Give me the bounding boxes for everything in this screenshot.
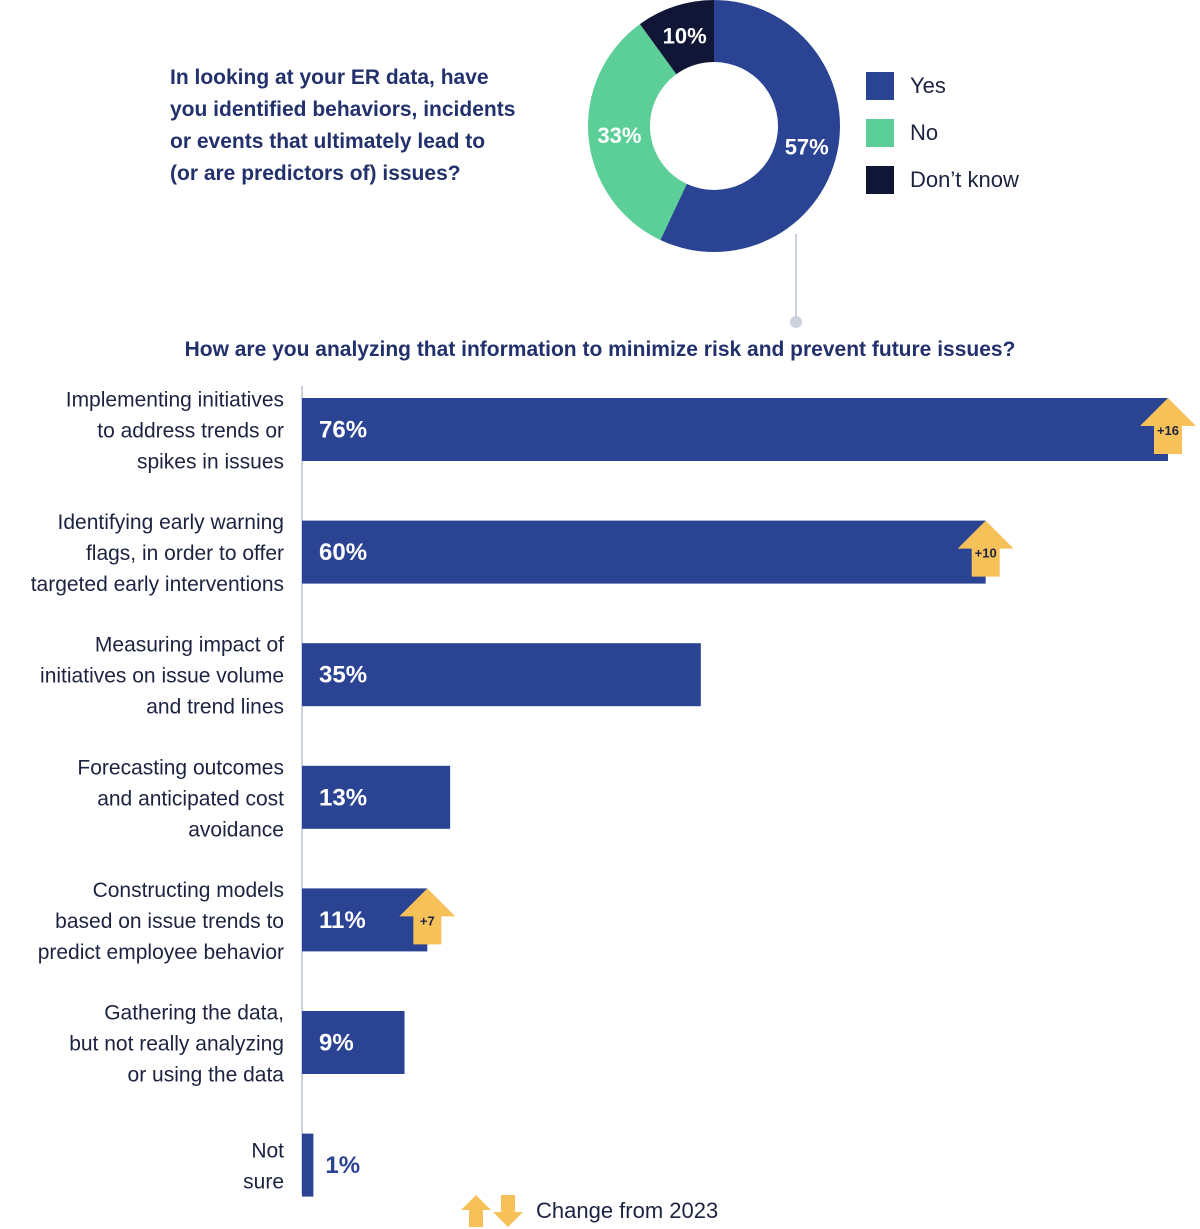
change-label-4: +7 [420, 913, 435, 928]
bar-value-label-0: 76% [319, 417, 367, 444]
bars-question: How are you analyzing that information t… [184, 338, 1016, 361]
legend-item-yes: Yes [866, 62, 1019, 109]
footer-legend: Change from 2023 [460, 1195, 718, 1227]
bar-value-label-3: 13% [319, 784, 367, 811]
donut-label-yes: 57% [785, 135, 829, 160]
donut-label-dont-know: 10% [663, 24, 707, 49]
change-label-0: +16 [1157, 423, 1179, 438]
bar-2 [302, 643, 701, 707]
connector-dot [790, 316, 802, 328]
legend-swatch-no [866, 118, 894, 147]
bar-value-label-4: 11% [319, 907, 366, 934]
legend-label-no: No [910, 119, 939, 145]
donut-slice-yes [660, 0, 840, 252]
up-arrow-icon [461, 1195, 491, 1227]
donut-legend: Yes No Don’t know [866, 62, 1019, 203]
up-arrow-icon [399, 888, 456, 945]
change-arrows [461, 1195, 523, 1227]
bar-value-label-6: 1% [325, 1152, 360, 1179]
footer-label: Change from 2023 [536, 1198, 719, 1223]
up-arrow-icon [1140, 398, 1196, 454]
bar-0 [302, 398, 1168, 461]
bar-category-label-6: Not sure [243, 1140, 284, 1194]
bar-value-label-5: 9% [319, 1030, 354, 1057]
legend-item-dont-know: Don’t know [866, 156, 1019, 203]
legend-swatch-yes [866, 71, 894, 100]
legend-item-no: No [866, 109, 1019, 156]
donut-chart: 57% 33% 10% [588, 0, 840, 252]
bar-category-label-2: Measuring impact of initiatives on issue … [40, 634, 284, 719]
bar-category-label-1: Identifying early warning flags, in order… [31, 511, 284, 596]
bar-value-label-1: 60% [319, 539, 367, 566]
bar-category-label-4: Constructing models based on issue trends… [38, 879, 284, 964]
bar-6 [302, 1133, 314, 1197]
bar-5 [302, 1011, 405, 1074]
donut-question: In looking at your ER data, have you ide… [170, 66, 516, 185]
up-arrow-icon [957, 520, 1014, 577]
donut-label-no: 33% [597, 123, 641, 148]
bar-category-label-3: Forecasting outcomes and anticipated cost… [77, 756, 284, 841]
legend-swatch-dont-know [866, 165, 894, 194]
bar-3 [302, 765, 451, 829]
bar-4 [302, 888, 428, 952]
bar-category-label-5: Gathering the data, but not really analyz… [69, 1002, 284, 1087]
legend-label-yes: Yes [910, 72, 946, 98]
bar-1 [302, 520, 986, 584]
bar-value-label-2: 35% [319, 662, 367, 689]
donut-slice-no [588, 24, 687, 241]
change-label-1: +10 [975, 546, 997, 561]
connector-line [795, 234, 797, 316]
bar-category-label-0: Implementing initiatives to address trend… [66, 389, 284, 474]
down-arrow-icon [493, 1195, 523, 1227]
donut-slice-dont-know [639, 0, 714, 75]
legend-label-dont-know: Don’t know [910, 166, 1019, 192]
